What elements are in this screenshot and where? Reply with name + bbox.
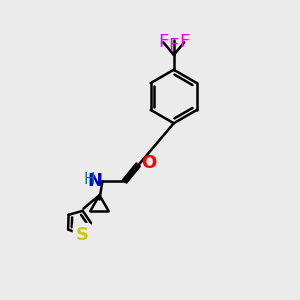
Text: H: H xyxy=(83,172,95,187)
Text: S: S xyxy=(75,226,88,244)
Text: N: N xyxy=(87,172,102,190)
Text: F: F xyxy=(179,33,189,51)
Text: F: F xyxy=(169,37,179,55)
Text: F: F xyxy=(158,33,169,51)
Text: O: O xyxy=(141,154,156,172)
